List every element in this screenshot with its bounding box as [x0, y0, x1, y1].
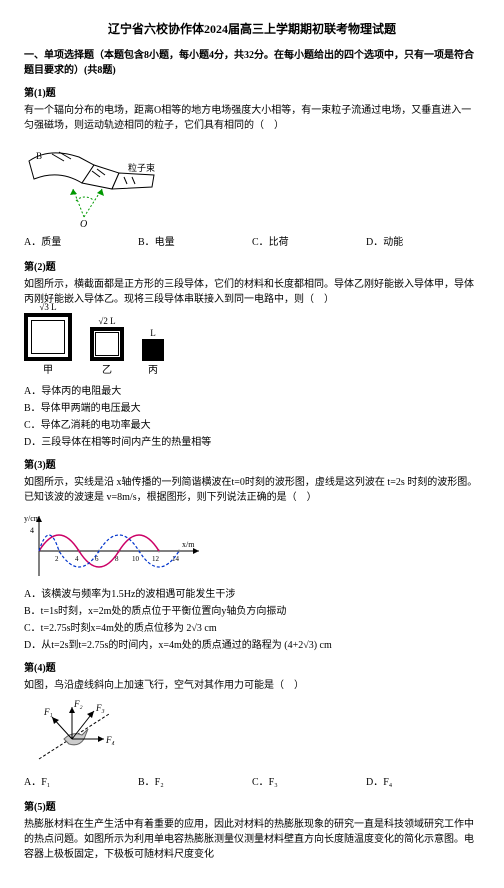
q4-figure: F₁ F₂ F₃ F₄ [24, 699, 480, 769]
q2-figure: √3 L 甲 √2 L 乙 L 丙 [24, 313, 480, 378]
q4-num: 第(4)题 [24, 661, 480, 676]
q2-sq-jia: √3 L 甲 [24, 313, 72, 378]
q3-opt-a: A．该横波与频率为1.5Hz的波相遇可能发生干涉 [24, 587, 480, 602]
svg-text:12: 12 [152, 555, 160, 563]
q4-opt-d: D．F₄ [366, 775, 480, 790]
q2-opt-c: C．导体乙消耗的电功率最大 [24, 418, 480, 433]
q3-xlabel: x/m [182, 540, 195, 549]
q2-opt-b: B．导体甲两端的电压最大 [24, 401, 480, 416]
q1-figure: B 粒子束 O [24, 139, 480, 229]
q1-opt-b: B．电量 [138, 235, 252, 250]
q4-opt-a: A．F₁ [24, 775, 138, 790]
q1-options: A．质量 B．电量 C．比荷 D．动能 [24, 235, 480, 250]
q3-text: 如图所示，实线是沿 x轴传播的一列简谐横波在t=0时刻的波形图，虚线是这列波在 … [24, 475, 480, 505]
svg-text:F₃: F₃ [95, 703, 105, 713]
q2-opt-a: A．导体丙的电阻最大 [24, 384, 480, 399]
q2-sq-bing: L 丙 [142, 339, 164, 378]
q2-sq-yi: √2 L 乙 [90, 327, 124, 378]
svg-text:F₂: F₂ [73, 699, 83, 709]
bird-icon [64, 729, 88, 745]
q3-figure: y/cm x/m 4 246 8101214 [24, 511, 480, 581]
q3-ylabel: y/cm [24, 514, 41, 523]
svg-text:10: 10 [132, 555, 140, 563]
q4-opt-b: B．F₂ [138, 775, 252, 790]
q4-opt-c: C．F₃ [252, 775, 366, 790]
q1-fig-label-beam: 粒子束 [128, 162, 155, 173]
q2-opt-d: D．三段导体在相等时间内产生的热量相等 [24, 435, 480, 450]
svg-text:4: 4 [30, 526, 34, 535]
q2-text: 如图所示，横截面都是正方形的三段导体，它们的材料和长度都相同。导体乙刚好能嵌入导… [24, 277, 480, 307]
q5-num: 第(5)题 [24, 800, 480, 815]
q3-options: A．该横波与频率为1.5Hz的波相遇可能发生干涉 B．t=1s时刻，x=2m处的… [24, 587, 480, 653]
svg-text:4: 4 [75, 555, 79, 563]
q3-opt-b: B．t=1s时刻，x=2m处的质点位于平衡位置向y轴负方向振动 [24, 604, 480, 619]
q1-opt-a: A．质量 [24, 235, 138, 250]
q3-opt-c: C．t=2.75s时刻x=4m处的质点位移为 2√3 cm [24, 621, 480, 636]
q2-num: 第(2)题 [24, 260, 480, 275]
q1-opt-d: D．动能 [366, 235, 480, 250]
svg-text:F₁: F₁ [43, 707, 53, 717]
q1-num: 第(1)题 [24, 86, 480, 101]
q1-fig-label-b: B [36, 151, 42, 161]
section1-header: 一、单项选择题（本题包含8小题，每小题4分，共32分。在每小题给出的四个选项中，… [24, 48, 480, 78]
page-title: 辽宁省六校协作体2024届高三上学期期初联考物理试题 [24, 20, 480, 38]
q3-opt-d: D．从t=2s到t=2.75s的时间内，x=4m处的质点通过的路程为 (4+2√… [24, 638, 480, 653]
q1-fig-label-o: O [80, 219, 87, 229]
q4-text: 如图，鸟沿虚线斜向上加速飞行，空气对其作用力可能是（ ） [24, 678, 480, 693]
q2-options: A．导体丙的电阻最大 B．导体甲两端的电压最大 C．导体乙消耗的电功率最大 D．… [24, 384, 480, 450]
q4-options: A．F₁ B．F₂ C．F₃ D．F₄ [24, 775, 480, 790]
q3-num: 第(3)题 [24, 458, 480, 473]
q5-text: 热膨胀材料在生产生活中有着重要的应用，因此对材料的热膨胀现象的研究一直是科技领域… [24, 817, 480, 862]
svg-text:F₄: F₄ [105, 735, 115, 745]
svg-text:2: 2 [55, 555, 59, 563]
q1-opt-c: C．比荷 [252, 235, 366, 250]
q1-text: 有一个辐向分布的电场，距离O相等的地方电场强度大小相等，有一束粒子流通过电场，又… [24, 103, 480, 133]
